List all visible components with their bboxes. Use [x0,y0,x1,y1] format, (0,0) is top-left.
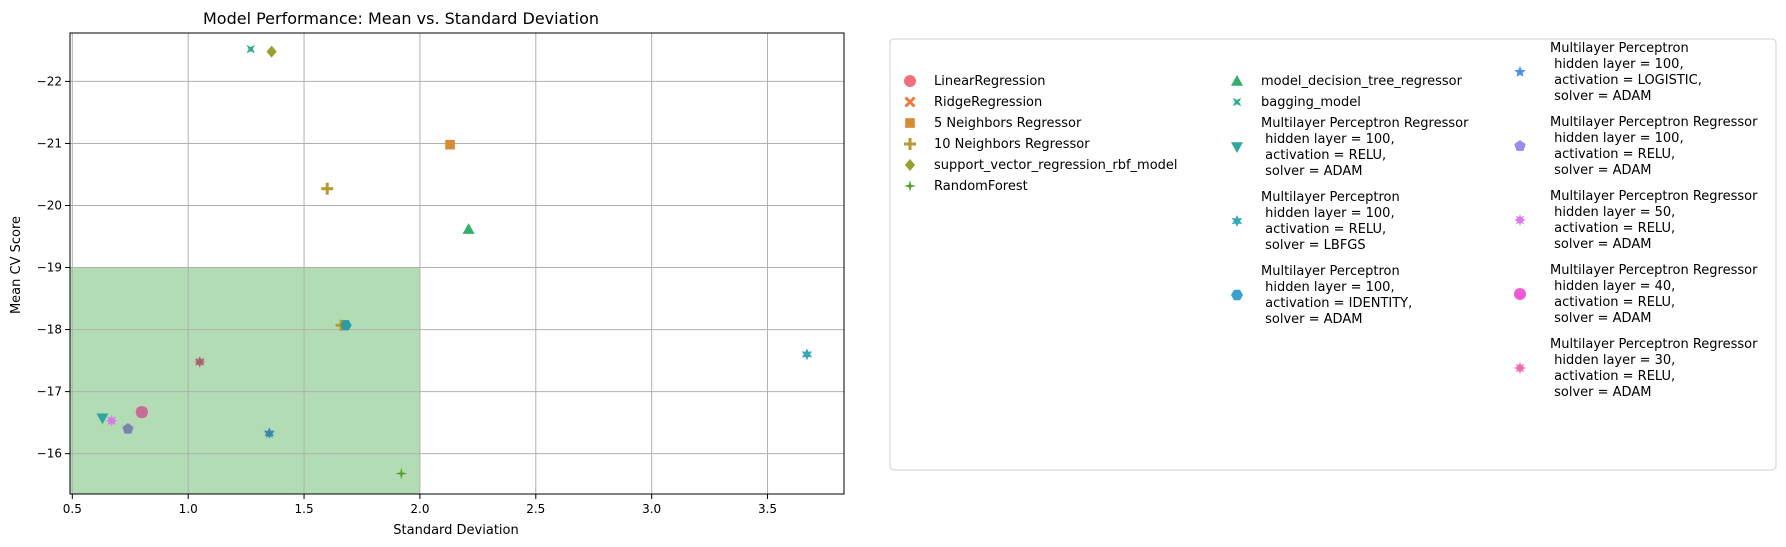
legend-item: LinearRegression [904,74,1046,89]
legend-label: RandomForest [934,179,1028,194]
plot-area: 0.5 1.0 1.5 2.0 2.5 3.0 3.5 −16 −17 −18 −19 −20 −21 −… [37,32,845,516]
x-tick-label: 1.0 [179,502,198,516]
y-axis-label: Mean CV Score [9,216,24,314]
legend-label: Multilayer Perceptron Regressor hidden l… [1550,189,1758,252]
legend-marker [1514,288,1526,300]
overlay-point-3 [122,423,134,434]
x-tick-label: 2.0 [410,502,429,516]
data-point-7 [246,44,255,54]
grid [70,33,844,494]
axes-frame [69,32,845,495]
data-point-5 [395,467,408,480]
data-points [96,44,813,480]
data-point-8 [96,413,109,425]
legend-label: Multilayer Perceptron Regressor hidden l… [1550,115,1758,178]
legend-marker [1514,214,1526,226]
chart-title: Model Performance: Mean vs. Standard Dev… [203,9,599,28]
highlight-region [70,267,420,494]
legend-marker [1231,142,1243,153]
y-tick-label: −20 [37,198,62,212]
legend-item: 10 Neighbors Regressor [904,137,1090,152]
legend-marker [1231,289,1243,301]
legend-label: Multilayer Perceptron Regressor hidden l… [1261,116,1469,179]
legend-label: 10 Neighbors Regressor [934,137,1090,152]
data-point-9 [801,348,813,361]
legend-marker [904,159,916,171]
legend-item: Multilayer Perceptron Regressor hidden l… [1514,189,1758,252]
legend-item: RandomForest [904,179,1028,194]
legend-label: Multilayer Perceptron hidden layer = 100… [1550,41,1702,104]
data-point-4 [266,45,277,58]
legend-item: Multilayer Perceptron hidden layer = 100… [1231,190,1400,253]
legend-marker [905,118,915,128]
x-tick-label: 2.5 [526,502,545,516]
legend-marker [1231,215,1243,227]
legend-item: Multilayer Perceptron Regressor hidden l… [1231,116,1469,179]
x-tick-label: 1.5 [295,502,314,516]
legend-item: RidgeRegression [904,95,1042,110]
legend-marker [1514,66,1526,77]
legend-marker [1231,75,1243,86]
legend-item: Multilayer Perceptron Regressor hidden l… [1514,263,1758,326]
legend-item: Multilayer Perceptron hidden layer = 100… [1514,41,1702,104]
legend-label: RidgeRegression [934,95,1042,110]
x-tick-label: 3.0 [642,502,661,516]
legend-item: support_vector_regression_rbf_model [904,158,1178,173]
legend-label: Multilayer Perceptron hidden layer = 100… [1261,264,1412,327]
x-tick-label: 3.5 [758,502,777,516]
legend-label: bagging_model [1261,95,1361,110]
legend-item: Multilayer Perceptron Regressor hidden l… [1514,115,1758,178]
legend-label: Multilayer Perceptron Regressor hidden l… [1550,263,1758,326]
y-tick-label: −18 [37,323,62,337]
y-tick-label: −17 [37,385,62,399]
legend-label: model_decision_tree_regressor [1261,74,1463,89]
y-tick-label: −21 [37,136,62,150]
legend-marker [904,75,916,87]
data-point-2 [445,139,455,150]
legend-label: Multilayer Perceptron hidden layer = 100… [1261,190,1400,253]
legend-marker [1514,362,1526,374]
legend-marker [904,180,916,192]
legend-label: LinearRegression [934,74,1046,89]
legend-item: 5 Neighbors Regressor [905,116,1082,131]
x-axis-label: Standard Deviation [393,523,518,538]
legend-label: 5 Neighbors Regressor [934,116,1082,131]
overlay-point-4 [264,427,275,439]
y-tick-label: −16 [37,447,62,461]
legend-marker [1514,140,1526,151]
legend-item: Multilayer Perceptron hidden layer = 100… [1231,264,1412,327]
overlay-point-5 [340,320,352,330]
legend-marker [904,138,916,150]
legend-marker [1232,97,1242,107]
legend-item: bagging_model [1232,95,1361,110]
overlay-point-2 [136,406,148,418]
x-tick-label: 0.5 [63,502,82,516]
data-point-13 [105,414,118,427]
legend-item: model_decision_tree_regressor [1231,74,1463,89]
legend: LinearRegression RidgeRegression 5 Neighbo… [904,41,1758,400]
y-tick-label: −19 [37,261,62,275]
legend-box [889,38,1777,471]
y-tick-label: −22 [37,74,62,88]
data-point-6 [462,223,475,234]
data-point-3 [321,182,334,195]
legend-label: Multilayer Perceptron Regressor hidden l… [1550,337,1758,400]
legend-item: Multilayer Perceptron Regressor hidden l… [1514,337,1758,400]
legend-marker [904,96,916,108]
legend-label: support_vector_regression_rbf_model [934,158,1178,173]
overlay-point-1 [195,356,205,368]
